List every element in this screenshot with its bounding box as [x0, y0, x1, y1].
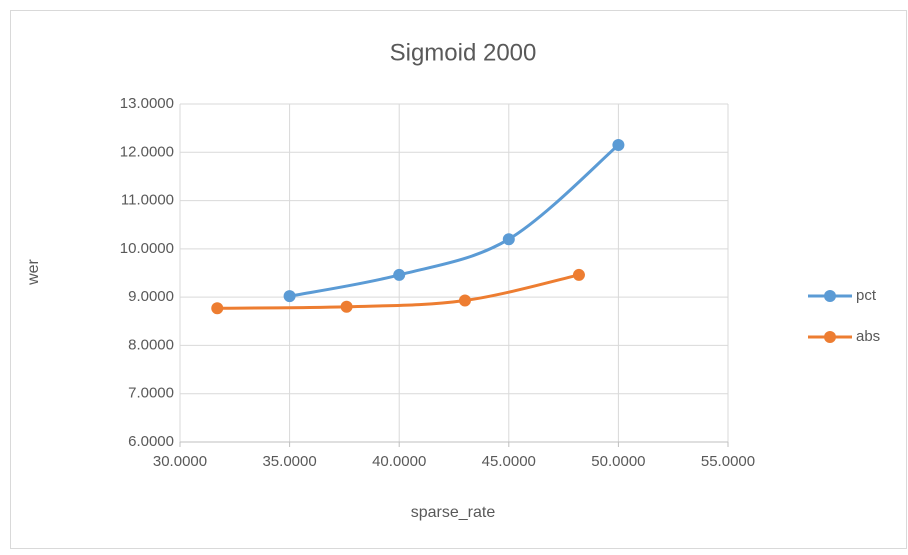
legend-marker	[824, 290, 836, 302]
chart-border	[10, 10, 907, 549]
y-tick-label: 9.0000	[128, 288, 174, 305]
series-line	[217, 273, 580, 310]
data-point	[502, 233, 515, 246]
legend-marker	[824, 331, 836, 343]
y-axis-title: wer	[25, 258, 42, 285]
data-point	[340, 300, 353, 313]
y-tick-label: 10.0000	[120, 240, 174, 257]
x-tick-label: 50.0000	[591, 453, 645, 470]
data-point	[211, 302, 224, 315]
y-tick-label: 7.0000	[128, 385, 174, 402]
y-tick-label: 11.0000	[121, 192, 174, 209]
x-tick-label: 30.0000	[153, 453, 207, 470]
chart-title: Sigmoid 2000	[390, 39, 537, 66]
data-point	[458, 294, 471, 307]
y-tick-label: 12.0000	[120, 143, 174, 160]
series-line	[289, 143, 620, 298]
legend-label: abs	[856, 328, 880, 345]
x-tick-label: 55.0000	[701, 453, 755, 470]
x-tick-label: 35.0000	[262, 453, 316, 470]
y-tick-label: 8.0000	[128, 336, 174, 353]
y-tick-label: 6.0000	[128, 433, 174, 450]
x-tick-label: 40.0000	[372, 453, 426, 470]
data-point	[612, 139, 625, 152]
y-tick-label: 13.0000	[120, 95, 174, 112]
data-point	[283, 290, 296, 303]
x-tick-label: 45.0000	[482, 453, 536, 470]
data-point	[393, 268, 406, 281]
x-axis-title: sparse_rate	[411, 504, 496, 521]
legend-label: pct	[856, 287, 877, 304]
data-point	[572, 268, 585, 281]
